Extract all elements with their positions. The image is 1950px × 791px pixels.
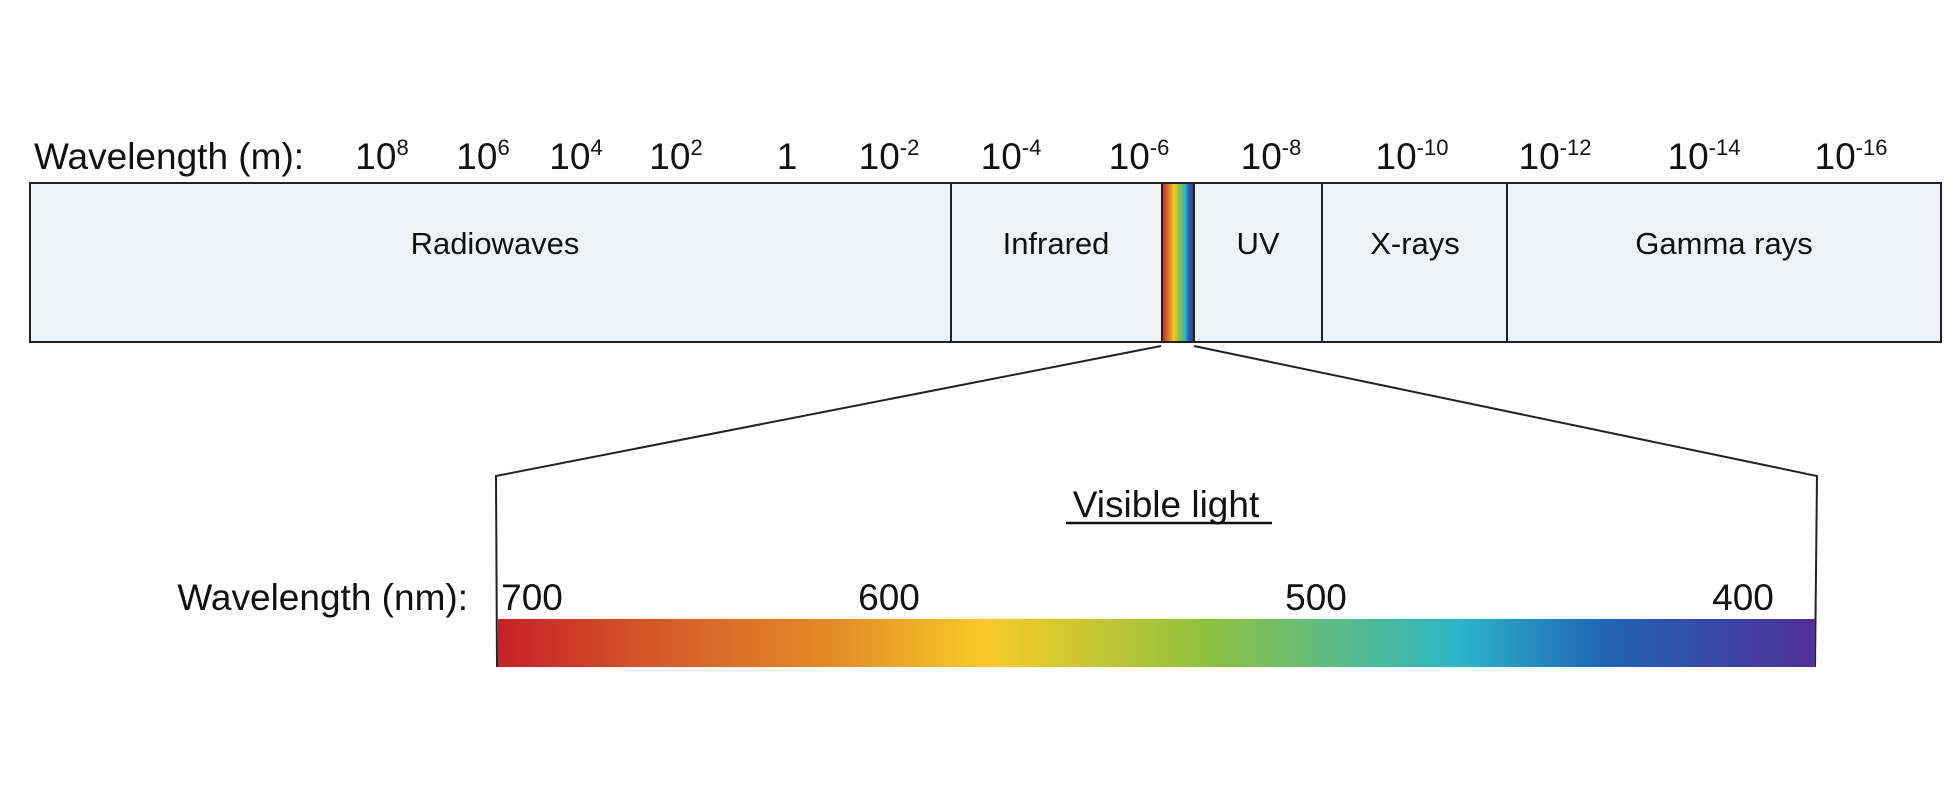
visible-band-mini (1161, 182, 1195, 343)
tick-base: 10 (1668, 136, 1709, 177)
wavelength-m-tick: 102 (649, 135, 702, 177)
tick-base: 10 (859, 136, 900, 177)
wavelength-m-tick: 10-12 (1519, 135, 1592, 177)
wavelength-m-tick: 10-2 (859, 135, 920, 177)
band-uv: UV (1236, 226, 1279, 261)
tick-exponent: 2 (690, 135, 702, 160)
tick-base: 10 (1376, 136, 1417, 177)
zoom-line-right (1193, 345, 1819, 668)
tick-exponent: -14 (1709, 135, 1741, 160)
tick-exponent: -2 (900, 135, 920, 160)
tick-exponent: -6 (1150, 135, 1170, 160)
tick-base: 10 (355, 136, 396, 177)
wavelength-m-tick: 10-14 (1668, 135, 1741, 177)
wavelength-nm-label: Wavelength (nm): (177, 577, 468, 618)
wavelength-m-tick: 1 (777, 136, 798, 177)
visible-spectrum-gradient (498, 619, 1815, 667)
band-x-rays: X-rays (1370, 226, 1460, 261)
band-gamma-rays: Gamma rays (1635, 226, 1812, 261)
tick-exponent: 8 (396, 135, 408, 160)
band-infrared: Infrared (1003, 226, 1110, 261)
tick-base: 10 (1109, 136, 1150, 177)
tick-exponent: 6 (497, 135, 509, 160)
wavelength-m-tick: 106 (456, 135, 509, 177)
nm-tick-500: 500 (1285, 577, 1347, 618)
wavelength-m-tick: 10-4 (981, 135, 1042, 177)
tick-base: 10 (1241, 136, 1282, 177)
band-radiowaves: Radiowaves (411, 226, 580, 261)
wavelength-m-tick: 10-6 (1109, 135, 1170, 177)
spectrum-bar (29, 182, 1942, 343)
nm-tick-700: 700 (501, 577, 563, 618)
tick-base: 10 (981, 136, 1022, 177)
tick-base: 10 (1815, 136, 1856, 177)
tick-base: 1 (777, 136, 798, 177)
nm-tick-600: 600 (858, 577, 920, 618)
wavelength-m-tick: 10-8 (1241, 135, 1302, 177)
tick-exponent: -16 (1856, 135, 1888, 160)
wavelength-m-label: Wavelength (m): (34, 136, 304, 177)
tick-exponent: 4 (590, 135, 602, 160)
wavelength-m-tick: 104 (549, 135, 602, 177)
tick-exponent: -12 (1560, 135, 1592, 160)
tick-base: 10 (649, 136, 690, 177)
tick-exponent: -10 (1417, 135, 1449, 160)
wavelength-m-ticks: 108 106 104 102 1 10-2 10-4 10-6 10-8 10-10 10-12 1… (355, 135, 1887, 177)
tick-exponent: -8 (1282, 135, 1302, 160)
wavelength-m-tick: 10-10 (1376, 135, 1449, 177)
nm-tick-400: 400 (1712, 577, 1774, 618)
wavelength-m-tick: 10-16 (1815, 135, 1888, 177)
tick-base: 10 (1519, 136, 1560, 177)
tick-exponent: -4 (1022, 135, 1042, 160)
wavelength-m-tick: 108 (355, 135, 408, 177)
tick-base: 10 (456, 136, 497, 177)
zoom-line-left (494, 345, 1162, 668)
visible-light-title: Visible light (1073, 484, 1260, 525)
tick-base: 10 (549, 136, 590, 177)
